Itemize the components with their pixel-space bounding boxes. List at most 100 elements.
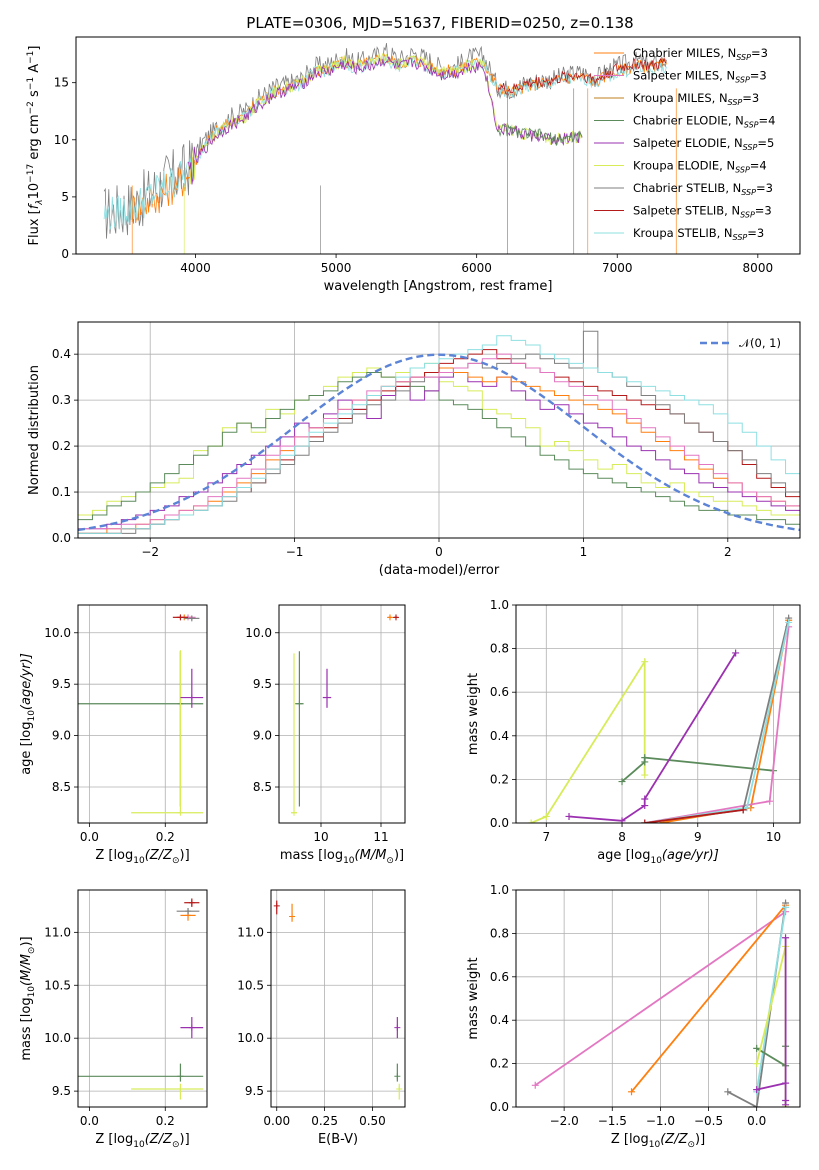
data-point — [289, 913, 296, 920]
data-point — [177, 809, 184, 816]
y-tick-label: 10 — [54, 133, 69, 147]
weight-marker — [732, 649, 740, 657]
x-tick-label: 1 — [580, 545, 588, 559]
x-tick-label: 0.2 — [156, 1114, 175, 1128]
x-tick-label: 8000 — [743, 261, 774, 275]
weight-line-chabrier_miles — [630, 904, 787, 1093]
x-tick-label: 4000 — [180, 261, 211, 275]
y-tick-label: 9.0 — [52, 729, 71, 743]
y-tick-label: 10.0 — [44, 626, 71, 640]
legend-entry: 𝒩(0, 1) — [739, 336, 781, 350]
weight-marker — [641, 795, 649, 803]
axes-frame — [75, 36, 801, 255]
weight-marker — [641, 802, 649, 810]
y-tick-label: 0.4 — [490, 1013, 509, 1027]
panel-residuals: 𝒩(0, 1) −2 −1 0 1 2 0.0 0.1 0.2 0.3 0.4 (data-model… — [27, 321, 801, 578]
axes-frame — [77, 604, 208, 824]
x-axis-label: Z [log10(Z/Z⊙)] — [611, 1132, 705, 1150]
weight-marker — [531, 1081, 539, 1089]
weight-marker — [753, 1044, 761, 1052]
weight-marker — [724, 1088, 732, 1096]
y-tick-label: 5 — [61, 190, 69, 204]
x-axis-label: (data-model)/error — [379, 563, 500, 578]
plot-area — [78, 330, 800, 534]
legend-entry: Salpeter STELIB, NSSP=3 — [633, 204, 772, 220]
data-point — [394, 1024, 401, 1031]
y-tick-label: 0.6 — [490, 970, 509, 984]
x-tick-label: 8 — [618, 830, 626, 844]
y-tick-label: 15 — [54, 76, 69, 90]
x-tick-label: 0 — [435, 545, 443, 559]
y-tick-label: 0.3 — [52, 393, 71, 407]
x-tick-label: −0.5 — [694, 1114, 723, 1128]
weight-marker — [782, 1079, 790, 1087]
histogram-kroupa_stelib — [78, 335, 800, 534]
weight-marker — [565, 812, 573, 820]
y-tick-label: 8.5 — [52, 780, 71, 794]
x-tick-label: −1.0 — [646, 1114, 675, 1128]
x-tick-label: 0.50 — [359, 1114, 386, 1128]
data-point — [393, 614, 399, 621]
weight-marker — [641, 754, 649, 762]
data-point — [188, 899, 195, 906]
plot-area — [531, 899, 790, 1107]
y-tick-label: 0.2 — [490, 1057, 509, 1071]
x-tick-label: 0.25 — [311, 1114, 338, 1128]
weight-line-chabrier_miles — [659, 620, 790, 823]
x-tick-label: −2 — [141, 545, 159, 559]
y-tick-label: 0.8 — [490, 926, 509, 940]
x-tick-label: 6000 — [461, 261, 492, 275]
y-tick-label: 8.5 — [253, 780, 272, 794]
x-tick-label: 0.0 — [80, 830, 99, 844]
weight-marker — [527, 819, 535, 823]
y-tick-label: 10.0 — [237, 1031, 264, 1045]
normal-curve — [78, 353, 800, 532]
panel-weight_vs_age: 7 8 9 10 0.0 0.2 0.4 0.6 0.8 1.0 age [log10(age/yr… — [466, 598, 801, 866]
x-axis-label: E(B-V) — [318, 1132, 358, 1147]
y-tick-label: 0.0 — [490, 816, 509, 830]
plot-area — [273, 900, 403, 1100]
figure-title: PLATE=0306, MJD=51637, FIBERID=0250, z=0… — [246, 14, 633, 32]
weight-marker — [782, 934, 790, 942]
data-point — [185, 908, 192, 915]
axes-frame — [77, 889, 208, 1108]
weight-marker — [641, 658, 649, 666]
y-tick-label: 10.0 — [44, 1031, 71, 1045]
y-tick-label: 10.5 — [44, 978, 71, 992]
axes-frame — [278, 604, 406, 824]
legend-entry: Kroupa MILES, NSSP=3 — [633, 91, 759, 107]
y-tick-label: 0.2 — [490, 772, 509, 786]
weight-line-kroupa_stelib — [755, 907, 787, 1092]
panel-mass_vs_Z: 0.0 0.2 9.5 10.0 10.5 11.0 Z [log10(Z/Z⊙)] mass… — [19, 889, 208, 1150]
x-tick-label: 0.0 — [80, 1114, 99, 1128]
plot-area — [527, 614, 793, 823]
y-tick-label: 11.0 — [237, 925, 264, 939]
histogram-chabrier_miles — [78, 367, 800, 534]
spectrum-line-chabrier_elodie — [497, 124, 583, 146]
y-tick-label: 0.0 — [490, 1100, 509, 1114]
weight-marker — [753, 1103, 761, 1107]
y-tick-label: 0.0 — [52, 531, 71, 545]
x-tick-label: 0.2 — [156, 830, 175, 844]
weight-marker — [753, 1060, 761, 1068]
legend-entry: Kroupa STELIB, NSSP=3 — [633, 226, 764, 242]
axes-frame — [515, 889, 801, 1108]
axes-frame — [270, 889, 406, 1108]
x-tick-label: 2 — [724, 545, 732, 559]
legend-entry: Kroupa ELODIE, NSSP=4 — [633, 159, 767, 175]
y-axis-label: Flux [fλ10−17 erg cm−2 s−1 A−1] — [26, 46, 45, 246]
weight-marker — [739, 806, 747, 814]
panel-weight_vs_Z: −2.0 −1.5 −1.0 −0.5 0.0 0.0 0.2 0.4 0.6 0.8 1.0 Z [… — [466, 883, 801, 1150]
y-tick-label: 10.0 — [245, 626, 272, 640]
weight-marker — [743, 804, 751, 812]
y-tick-label: 0.4 — [52, 347, 71, 361]
y-tick-label: 11.0 — [44, 925, 71, 939]
y-axis-label: mass [log10(M/M⊙)] — [19, 936, 37, 1060]
weight-line-salpeter_stelib — [644, 809, 744, 823]
weight-marker — [753, 1086, 761, 1094]
data-point — [188, 615, 195, 622]
y-tick-label: 0.1 — [52, 485, 71, 499]
x-tick-label: 11 — [373, 830, 388, 844]
plot-area — [291, 614, 399, 816]
